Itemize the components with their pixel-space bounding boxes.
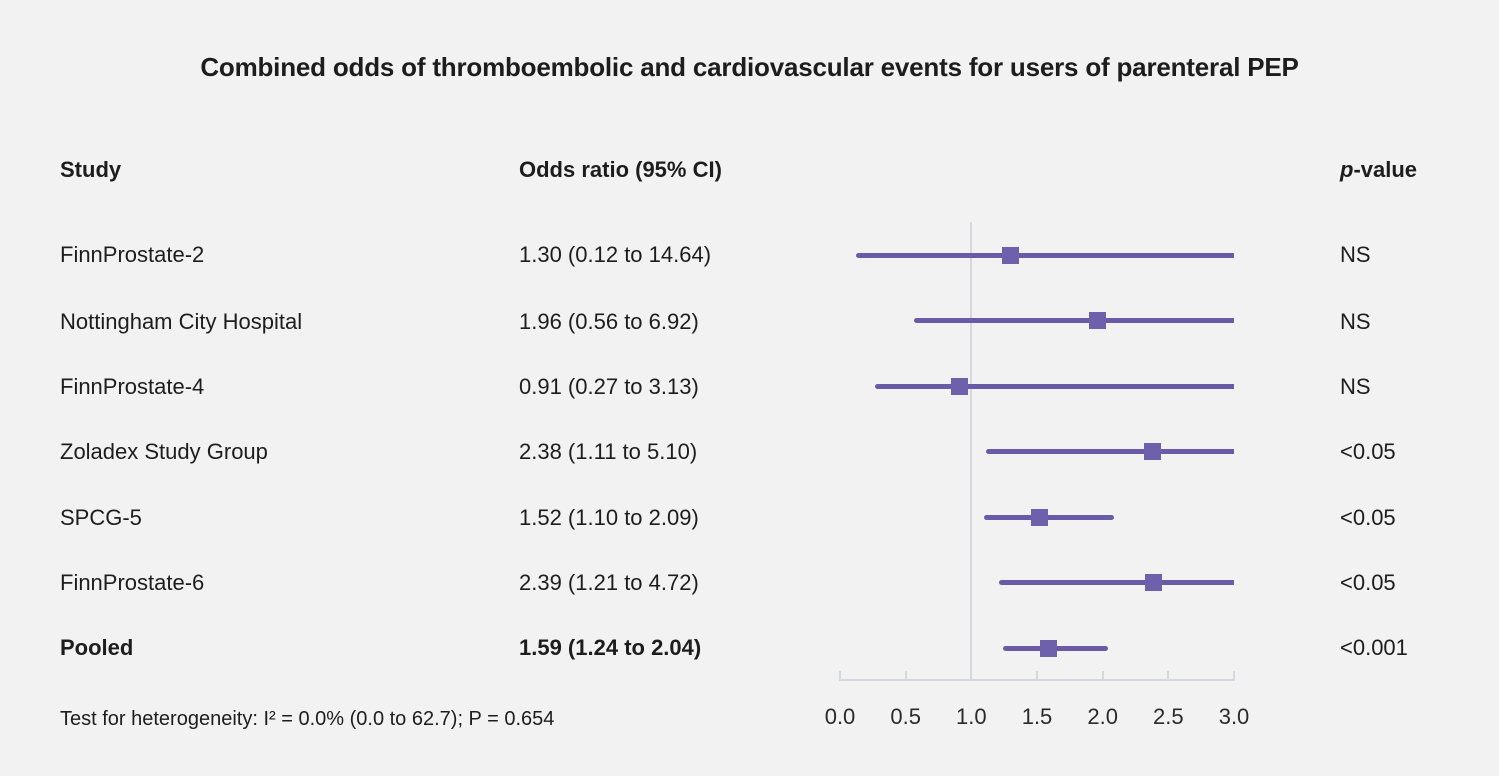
p-value-text: <0.001 — [1340, 635, 1408, 660]
study-name: SPCG-5 — [60, 505, 142, 530]
table-row-pooled: Pooled 1.59 (1.24 to 2.04) <0.001 — [0, 634, 1499, 662]
table-row: FinnProstate-2 1.30 (0.12 to 14.64) NS — [0, 241, 1499, 269]
column-header-study: Study — [60, 157, 122, 182]
axis-tick — [1036, 671, 1038, 679]
axis-tick — [1101, 671, 1104, 679]
odds-ratio-text: 1.96 (0.56 to 6.92) — [519, 309, 699, 334]
chart-title: Combined odds of thromboembolic and card… — [200, 52, 1299, 82]
x-axis-baseline — [839, 679, 1235, 681]
column-header-p-value: p-value — [1340, 156, 1417, 184]
odds-ratio-text: 1.59 (1.24 to 2.04) — [519, 635, 702, 660]
or-marker — [1145, 574, 1163, 591]
p-value-text: <0.05 — [1340, 439, 1396, 464]
study-name: Zoladex Study Group — [60, 439, 268, 464]
table-row: Zoladex Study Group 2.38 (1.11 to 5.10) … — [0, 438, 1499, 466]
or-marker — [951, 377, 968, 395]
p-value-header-italic-p: p — [1340, 157, 1354, 182]
table-row: Nottingham City Hospital 1.96 (0.56 to 6… — [0, 308, 1499, 336]
ci-line — [875, 383, 1234, 389]
axis-tick — [1167, 671, 1170, 679]
ci-line — [913, 318, 1234, 323]
p-value-text: NS — [1340, 309, 1371, 334]
study-name: Pooled — [60, 635, 134, 660]
odds-ratio-text: 2.39 (1.21 to 4.72) — [519, 570, 699, 595]
table-row: FinnProstate-4 0.91 (0.27 to 3.13) NS — [0, 373, 1499, 401]
axis-tick — [904, 671, 907, 679]
study-name: FinnProstate-6 — [60, 570, 205, 595]
odds-ratio-text: 2.38 (1.11 to 5.10) — [519, 439, 698, 464]
column-header-odds-ratio: Odds ratio (95% CI) — [519, 157, 722, 182]
ci-line — [984, 514, 1115, 520]
reference-line — [970, 222, 973, 681]
p-value-text: <0.05 — [1340, 505, 1396, 530]
axis-tick — [839, 671, 841, 679]
ci-line — [998, 580, 1234, 585]
ci-line — [985, 449, 1234, 454]
odds-ratio-text: 0.91 (0.27 to 3.13) — [519, 374, 699, 399]
ci-line — [855, 252, 1234, 258]
axis-tick — [970, 671, 973, 679]
or-marker — [1031, 508, 1049, 526]
study-name: FinnProstate-4 — [60, 374, 205, 399]
p-value-text: NS — [1340, 242, 1371, 267]
heterogeneity-footnote: Test for heterogeneity: I² = 0.0% (0.0 t… — [60, 708, 555, 730]
study-name: Nottingham City Hospital — [60, 309, 303, 334]
axis-tick-label: 0.5 — [890, 704, 921, 729]
or-marker — [1144, 443, 1162, 460]
axis-tick-label: 1.5 — [1021, 704, 1053, 729]
axis-tick-label: 2.0 — [1087, 704, 1118, 729]
axis-tick-label: 2.5 — [1153, 704, 1184, 729]
axis-tick-label: 0.0 — [824, 704, 856, 729]
odds-ratio-text: 1.30 (0.12 to 14.64) — [519, 242, 712, 267]
p-value-text: <0.05 — [1340, 570, 1396, 595]
study-name: FinnProstate-2 — [60, 242, 205, 267]
axis-tick-label: 1.0 — [956, 704, 987, 729]
axis-tick-label: 3.0 — [1218, 704, 1250, 729]
or-marker — [1002, 246, 1020, 264]
table-row: SPCG-5 1.52 (1.10 to 2.09) <0.05 — [0, 504, 1499, 532]
odds-ratio-text: 1.52 (1.10 to 2.09) — [519, 505, 699, 530]
p-value-header-rest: -value — [1353, 157, 1418, 182]
axis-tick — [1233, 671, 1235, 679]
table-row: FinnProstate-6 2.39 (1.21 to 4.72) <0.05 — [0, 569, 1499, 597]
pooled-or-marker — [1040, 639, 1058, 657]
or-marker — [1088, 312, 1106, 329]
p-value-text: NS — [1340, 374, 1371, 399]
